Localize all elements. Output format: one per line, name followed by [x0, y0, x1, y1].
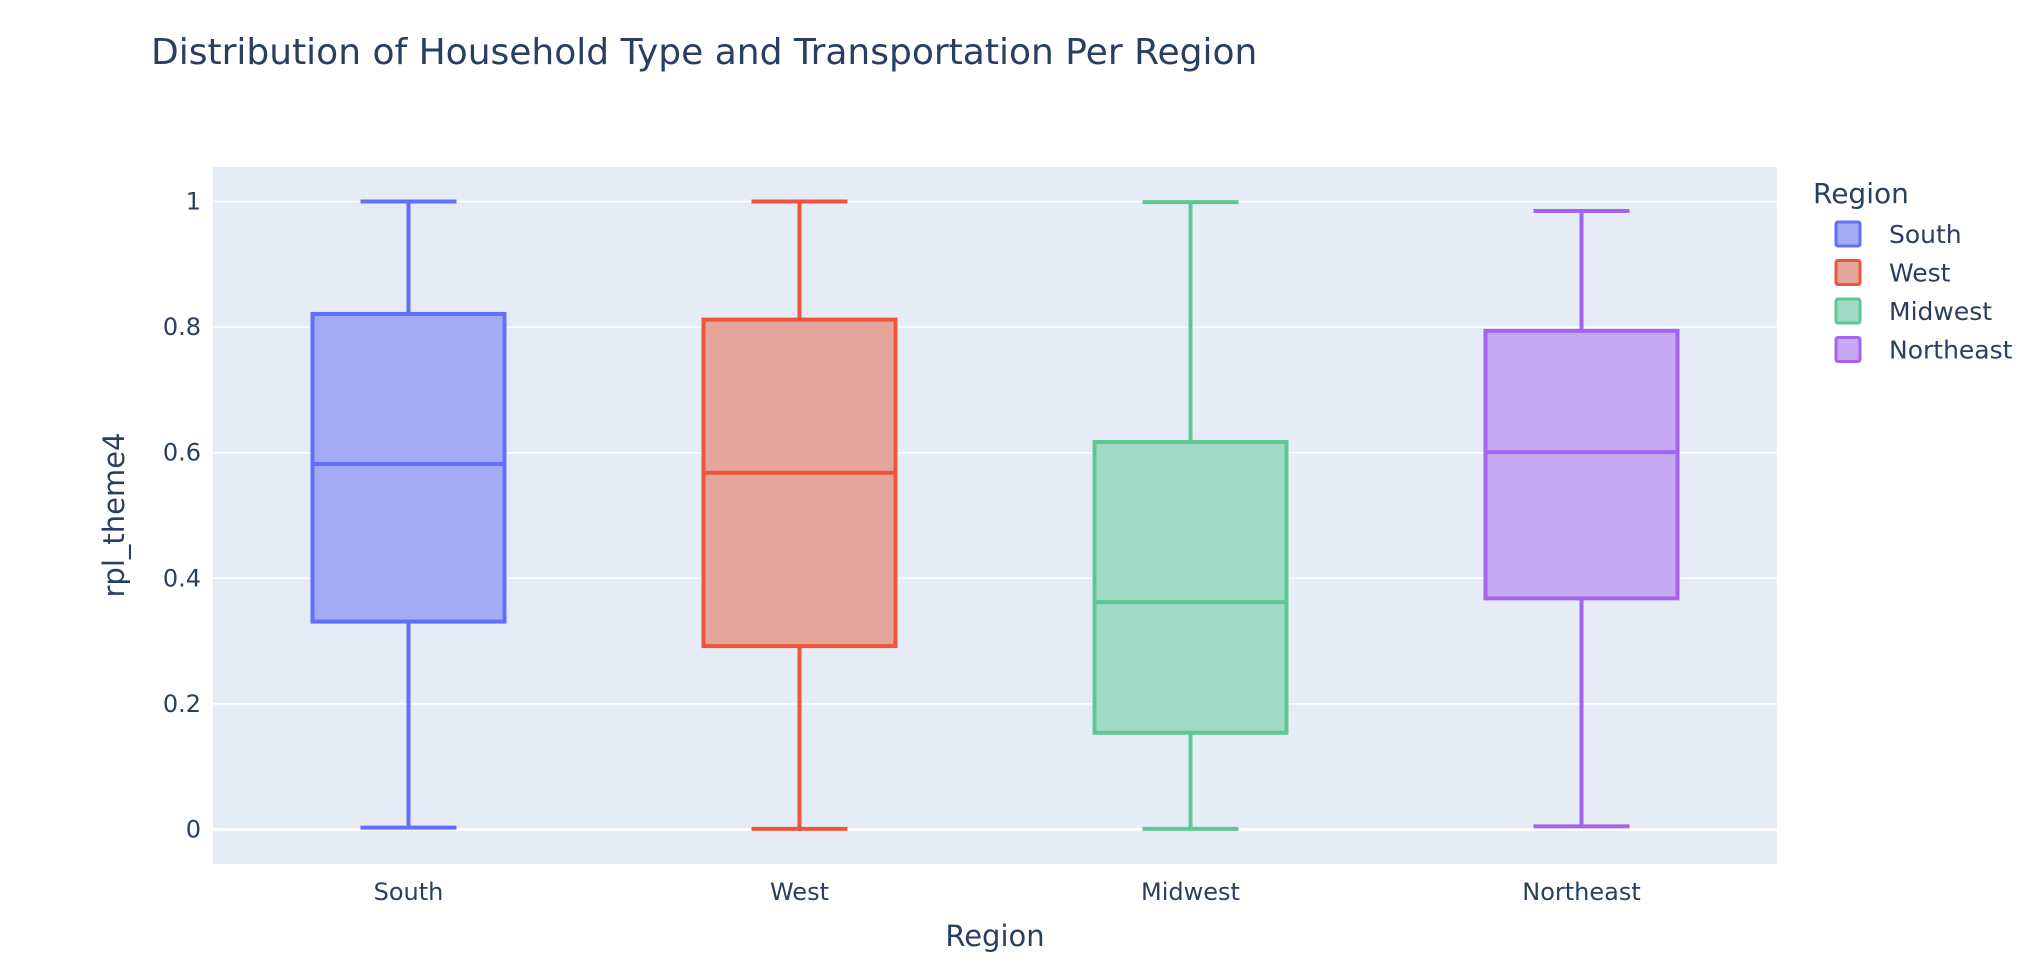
legend-label: West — [1889, 259, 1951, 288]
box-trace-northeast[interactable] — [1483, 208, 1680, 829]
box-trace-west[interactable] — [701, 199, 898, 831]
y-axis-title: rpl_theme4 — [97, 432, 131, 597]
y-tick-label: 0.2 — [163, 690, 201, 718]
legend-item-midwest[interactable]: Midwest — [1834, 297, 1992, 326]
y-tick-label: 1 — [186, 188, 201, 216]
x-tick-label-west: West — [770, 878, 829, 906]
legend-swatch — [1834, 297, 1862, 325]
chart-title: Distribution of Household Type and Trans… — [151, 32, 1257, 73]
legend-item-south[interactable]: South — [1834, 220, 1962, 249]
interquartile-box[interactable] — [1483, 328, 1680, 601]
x-axis-title: Region — [945, 919, 1044, 953]
interquartile-box[interactable] — [1092, 440, 1289, 735]
legend-swatch — [1834, 220, 1862, 248]
y-tick-label: 0.8 — [163, 313, 201, 341]
y-tick-label: 0.6 — [163, 439, 201, 467]
interquartile-box[interactable] — [701, 317, 898, 649]
y-axis-tick-labels: 0 0.2 0.4 0.6 0.8 1 — [163, 188, 201, 844]
box-trace-south[interactable] — [310, 199, 507, 830]
x-axis-tick-labels: South West Midwest Northeast — [374, 878, 1641, 906]
y-tick-label: 0.4 — [163, 564, 201, 592]
legend-label: Midwest — [1889, 297, 1992, 326]
x-tick-label-northeast: Northeast — [1522, 878, 1641, 906]
legend-label: Northeast — [1889, 336, 2013, 365]
box-trace-midwest[interactable] — [1092, 200, 1289, 831]
legend: Region South West Midwest Northeast — [1813, 177, 2013, 365]
legend-item-west[interactable]: West — [1834, 259, 1951, 288]
legend-item-northeast[interactable]: Northeast — [1834, 336, 2013, 365]
legend-items: South West Midwest Northeast — [1834, 220, 2013, 365]
interquartile-box[interactable] — [310, 311, 507, 624]
legend-swatch — [1834, 336, 1862, 363]
legend-swatch — [1834, 259, 1862, 286]
legend-title: Region — [1813, 177, 1909, 210]
y-tick-label: 0 — [186, 815, 201, 843]
box-traces[interactable] — [310, 199, 1680, 831]
legend-label: South — [1889, 220, 1962, 249]
x-tick-label-south: South — [374, 878, 444, 906]
x-tick-label-midwest: Midwest — [1141, 878, 1240, 906]
